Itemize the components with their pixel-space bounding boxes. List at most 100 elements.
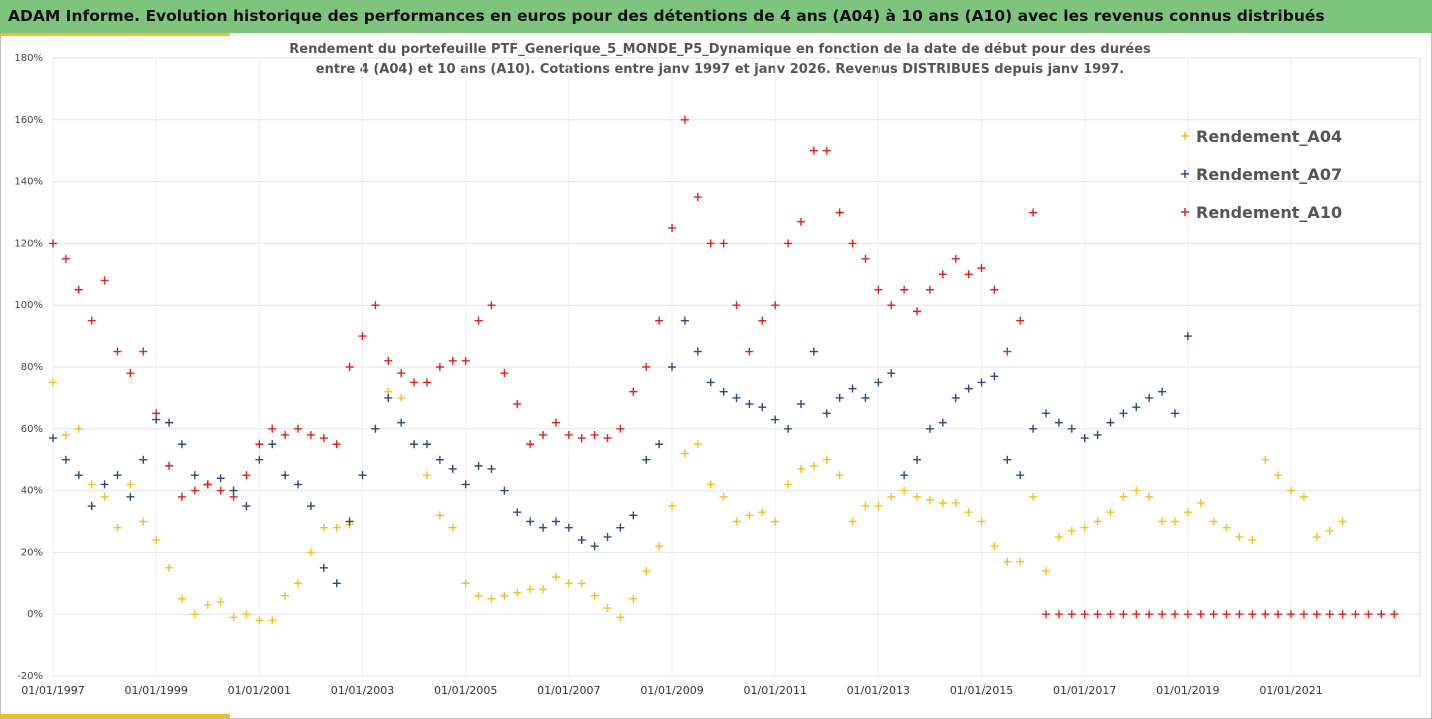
point — [1016, 471, 1025, 480]
point — [964, 384, 973, 393]
point — [1338, 517, 1347, 526]
point — [758, 508, 767, 517]
point — [925, 285, 934, 294]
point — [255, 455, 264, 464]
point — [564, 579, 573, 588]
point — [139, 517, 148, 526]
point — [913, 307, 922, 316]
point — [964, 270, 973, 279]
point — [1364, 610, 1373, 619]
point — [87, 480, 96, 489]
point — [422, 471, 431, 480]
point — [642, 566, 651, 575]
point — [319, 563, 328, 572]
point — [771, 415, 780, 424]
point — [306, 430, 315, 439]
point — [642, 455, 651, 464]
point — [49, 378, 57, 387]
point — [951, 254, 960, 263]
point — [126, 492, 135, 501]
point — [487, 464, 496, 473]
point — [977, 378, 986, 387]
point — [384, 356, 393, 365]
point — [1067, 424, 1076, 433]
point — [1377, 610, 1386, 619]
point — [448, 523, 457, 532]
point — [796, 464, 805, 473]
point — [629, 594, 638, 603]
point — [1222, 523, 1231, 532]
point — [564, 523, 573, 532]
point — [242, 610, 251, 619]
point — [500, 369, 509, 378]
point — [900, 486, 909, 495]
point — [294, 424, 303, 433]
point — [1248, 610, 1257, 619]
y-tick-label: 140% — [14, 177, 43, 188]
point — [1042, 409, 1051, 418]
point — [1067, 610, 1076, 619]
point — [126, 480, 135, 489]
point — [1222, 610, 1231, 619]
point — [603, 434, 612, 443]
point — [874, 378, 883, 387]
y-tick-label: 160% — [14, 115, 43, 126]
point — [281, 471, 290, 480]
point — [216, 486, 225, 495]
point — [345, 363, 354, 371]
point — [655, 316, 664, 325]
point — [61, 455, 70, 464]
point — [977, 517, 986, 526]
point — [887, 301, 896, 310]
chart: Rendement du portefeuille PTF_Generique_… — [14, 42, 1421, 697]
point — [732, 517, 741, 526]
point — [590, 430, 599, 439]
point — [668, 223, 677, 232]
point — [539, 585, 548, 594]
point — [1183, 332, 1192, 341]
point — [306, 502, 315, 511]
point — [809, 347, 818, 356]
point — [139, 347, 148, 356]
y-tick-label: 20% — [21, 547, 43, 558]
point — [190, 610, 199, 619]
point — [1325, 526, 1334, 535]
x-tick-label: 01/01/2005 — [434, 684, 497, 697]
point — [165, 418, 174, 427]
point — [294, 579, 303, 588]
legend-label: Rendement_A07 — [1196, 165, 1342, 184]
point — [668, 502, 677, 511]
point — [1196, 498, 1205, 507]
point — [616, 424, 625, 433]
x-tick-label: 01/01/2007 — [537, 684, 600, 697]
point — [1248, 536, 1257, 545]
point — [835, 393, 844, 402]
point — [784, 239, 793, 248]
point — [1170, 517, 1179, 526]
y-tick-label: 60% — [21, 424, 43, 435]
point — [448, 356, 457, 365]
point — [642, 363, 651, 371]
point — [100, 492, 109, 501]
point — [1042, 566, 1051, 575]
point — [603, 532, 612, 541]
point — [371, 424, 380, 433]
y-tick-label: 80% — [21, 362, 43, 373]
point — [1312, 532, 1321, 541]
point — [1003, 455, 1012, 464]
point — [1196, 610, 1205, 619]
point — [1106, 418, 1115, 427]
point — [268, 616, 277, 625]
point — [900, 471, 909, 480]
point — [268, 424, 277, 433]
point — [603, 604, 612, 613]
point — [796, 400, 805, 409]
point — [887, 369, 896, 378]
point — [732, 393, 741, 402]
point — [1325, 610, 1334, 619]
point — [49, 239, 57, 248]
point — [551, 517, 560, 526]
x-tick-label: 01/01/1997 — [21, 684, 84, 697]
point — [1145, 610, 1154, 619]
point — [1080, 610, 1089, 619]
